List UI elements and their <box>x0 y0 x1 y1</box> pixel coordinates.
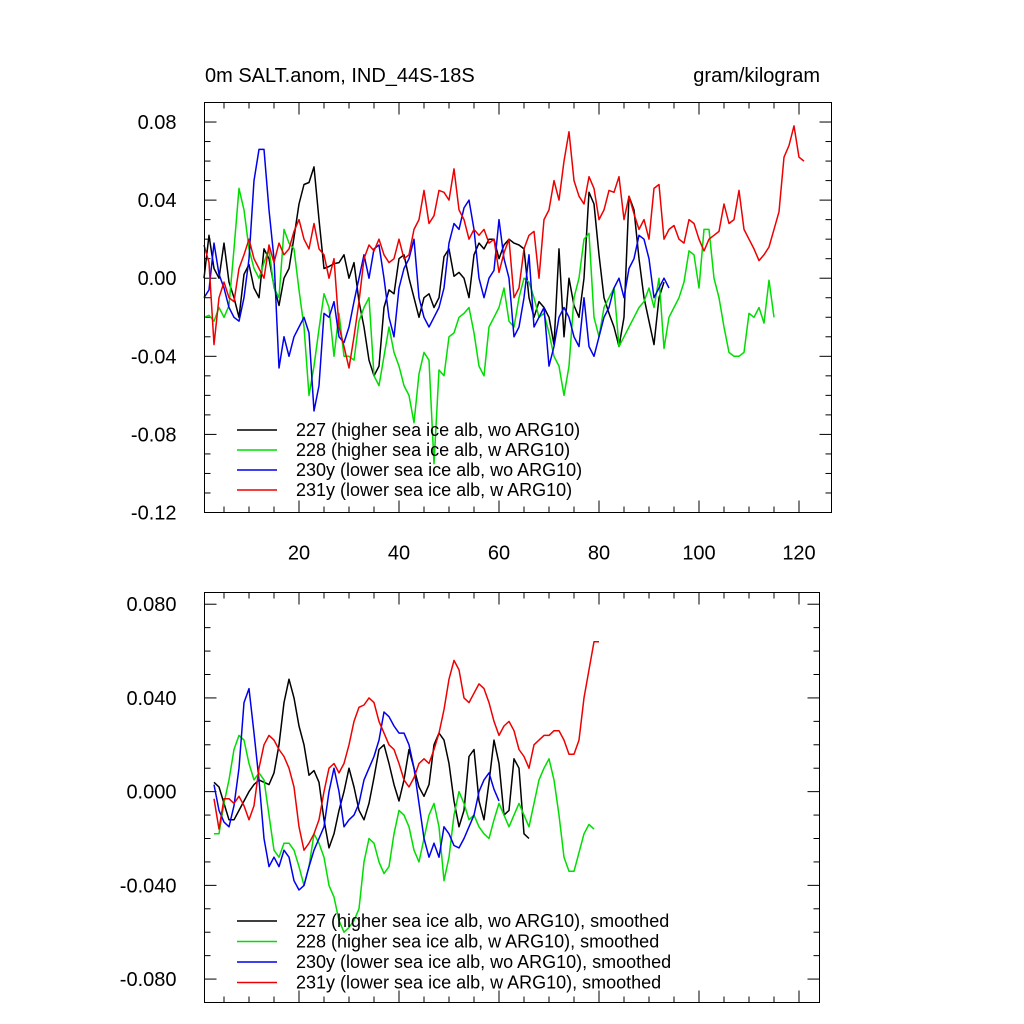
top-legend: 227 (higher sea ice alb, wo ARG10)228 (h… <box>237 420 582 500</box>
top-tick-marks <box>204 102 832 513</box>
legend-label-s230: 230y (lower sea ice alb, wo ARG10), smoo… <box>296 952 671 972</box>
series-line-s227 <box>213 678 530 849</box>
legend-label-s231: 231y (lower sea ice alb, w ARG10) <box>296 480 572 500</box>
top-plot-frame <box>204 102 832 513</box>
series-line-s231 <box>203 125 805 369</box>
series-line-s228 <box>203 187 775 465</box>
series-line-s230 <box>203 148 670 412</box>
y-tick-label: 0.040 <box>126 688 176 710</box>
legend-label-s231: 231y (lower sea ice alb, w ARG10), smoot… <box>296 973 661 993</box>
x-tick-label: 100 <box>682 543 715 565</box>
y-tick-label: -0.12 <box>131 503 177 525</box>
y-tick-label: 0.000 <box>126 782 176 804</box>
legend-label-s228: 228 (higher sea ice alb, w ARG10) <box>296 440 570 460</box>
y-tick-label: -0.040 <box>120 875 177 897</box>
y-tick-label: -0.04 <box>131 346 177 368</box>
top-panel: 0m SALT.anom, IND_44S-18S gram/kilogram … <box>131 65 832 565</box>
series-line-s227 <box>203 166 665 377</box>
legend-label-s227: 227 (higher sea ice alb, wo ARG10) <box>296 420 580 440</box>
y-tick-label: 0.04 <box>138 190 177 212</box>
bottom-plot-frame <box>204 592 820 1003</box>
series-line-s228 <box>214 734 595 933</box>
x-tick-label: 40 <box>388 543 410 565</box>
top-series-lines <box>203 125 805 465</box>
series-line-s230 <box>213 687 500 891</box>
legend-label-s228: 228 (higher sea ice alb, w ARG10), smoot… <box>296 932 659 952</box>
y-tick-label: 0.00 <box>138 268 177 290</box>
y-tick-label: -0.080 <box>120 969 177 991</box>
series-line-s231 <box>213 640 599 851</box>
bottom-legend: 227 (higher sea ice alb, wo ARG10), smoo… <box>237 911 671 993</box>
y-tick-label: -0.08 <box>131 424 177 446</box>
y-tick-label: 0.080 <box>126 594 176 616</box>
legend-label-s230: 230y (lower sea ice alb, wo ARG10) <box>296 460 582 480</box>
x-tick-label: 120 <box>782 543 815 565</box>
top-panel-units: gram/kilogram <box>693 65 820 87</box>
x-tick-label: 80 <box>588 543 610 565</box>
x-tick-label: 20 <box>288 543 310 565</box>
legend-label-s227: 227 (higher sea ice alb, wo ARG10), smoo… <box>296 911 669 931</box>
bottom-y-tick-labels: -0.080 -0.040 0.000 0.040 0.080 <box>120 594 177 991</box>
top-panel-title: 0m SALT.anom, IND_44S-18S <box>205 65 475 87</box>
top-x-tick-labels: 20 40 60 80 100 120 <box>288 543 816 565</box>
bottom-panel: -0.080 -0.040 0.000 0.040 0.080 227 (higher … <box>120 592 820 1003</box>
bottom-tick-marks <box>204 592 820 1003</box>
y-tick-label: 0.08 <box>138 112 177 134</box>
bottom-series-lines <box>213 640 599 933</box>
top-y-tick-labels: -0.12 -0.08 -0.04 0.00 0.04 0.08 <box>131 112 177 524</box>
x-tick-label: 60 <box>488 543 510 565</box>
